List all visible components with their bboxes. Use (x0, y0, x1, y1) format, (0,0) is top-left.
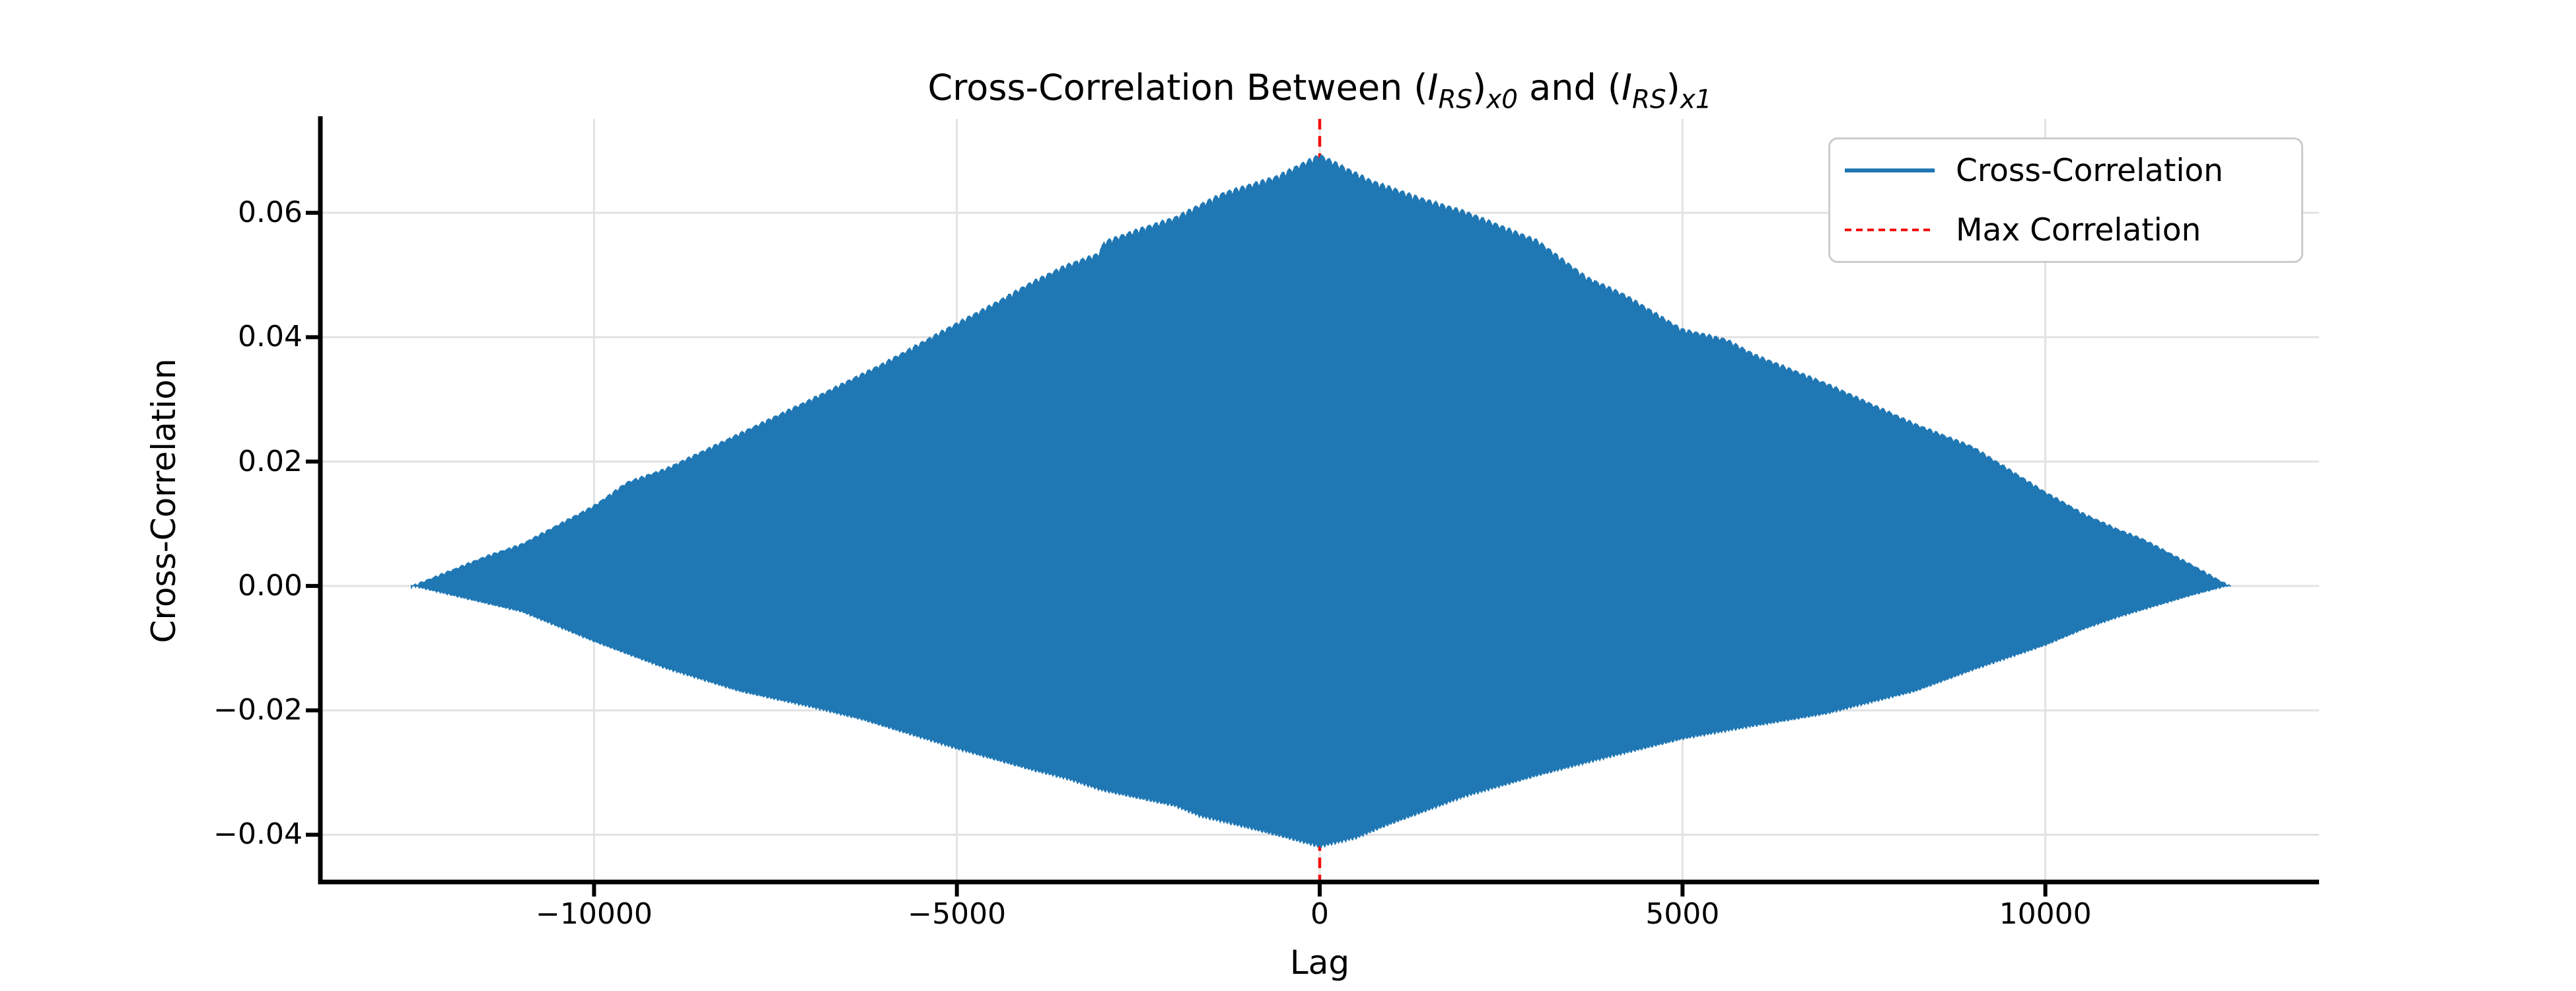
legend: Cross-Correlation Max Correlation (1828, 137, 2303, 263)
y-tick-label: −0.02 (213, 693, 303, 727)
title-segment: I (1427, 67, 1439, 108)
y-tick-label: 0.00 (238, 568, 303, 603)
title-segment: and ( (1517, 67, 1622, 108)
x-tick-label: −5000 (908, 897, 1007, 931)
legend-entry-max-correlation: Max Correlation (1843, 208, 2301, 252)
y-tick-label: −0.04 (213, 817, 303, 852)
legend-line-sample (1845, 229, 1935, 231)
legend-entry-label: Cross-Correlation (1956, 152, 2223, 189)
x-tick-label: 10000 (1999, 897, 2092, 931)
title-segment: Cross-Correlation Between ( (927, 67, 1428, 108)
y-tick-label: 0.04 (238, 320, 303, 354)
x-tick-label: 5000 (1645, 897, 1720, 931)
y-tick-label: 0.02 (238, 444, 303, 478)
legend-entry-label: Max Correlation (1956, 211, 2201, 248)
x-axis-label: Lag (1289, 943, 1350, 982)
title-segment: ) (1666, 67, 1680, 108)
cross-correlation-area (411, 154, 2231, 849)
title-segment: RS (1438, 85, 1473, 115)
y-tick-label: 0.06 (238, 196, 303, 230)
title-segment: RS (1631, 85, 1666, 115)
title-segment: ) (1472, 67, 1487, 108)
title-segment: x0 (1486, 85, 1518, 115)
legend-entry-cross-correlation: Cross-Correlation (1843, 149, 2301, 192)
x-tick-label: 0 (1310, 897, 1329, 931)
title-segment: I (1621, 67, 1632, 108)
chart-title: Cross-Correlation Between (IRS)x0 and (I… (928, 68, 1712, 114)
title-segment: x1 (1680, 85, 1712, 115)
y-axis-label: Cross-Correlation (145, 358, 183, 643)
x-tick-label: −10000 (535, 897, 653, 931)
legend-line-sample (1845, 168, 1935, 172)
